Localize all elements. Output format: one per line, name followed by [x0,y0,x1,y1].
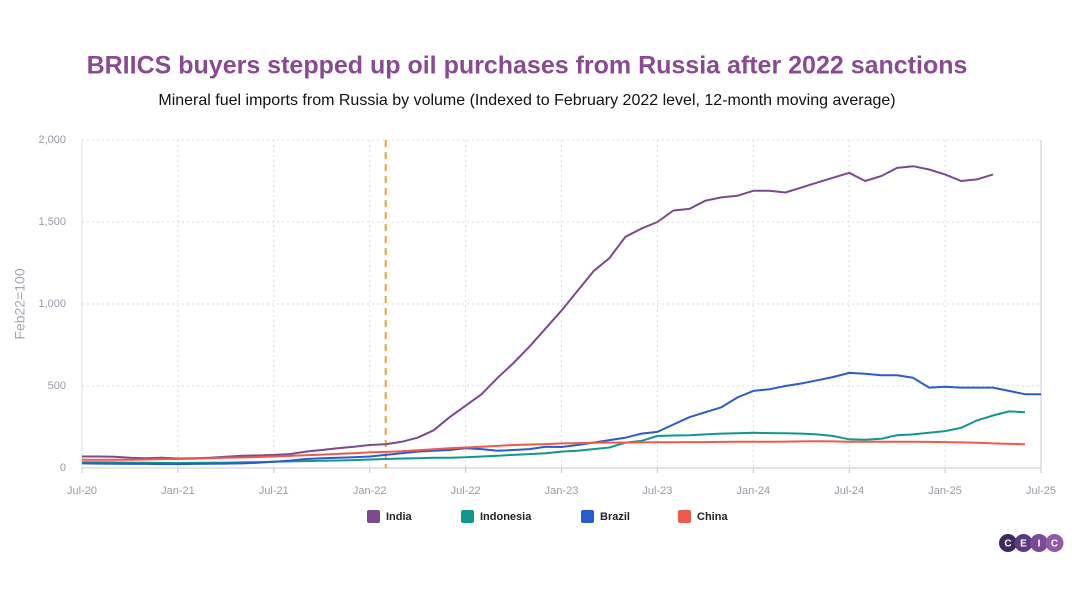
logo-letter: E [1020,539,1027,550]
series-line [82,165,994,460]
legend-item: China [678,510,728,523]
series-line [81,371,1041,466]
y-axis-label: Feb22=100 [12,268,28,339]
x-tick-label: Jul-25 [1026,485,1056,497]
y-tick-label: 1,500 [38,216,66,228]
chart-title: BRIICS buyers stepped up oil purchases f… [87,52,968,80]
legend-swatch [678,510,691,523]
x-tick-label: Jan-23 [545,485,579,497]
logo-letter: I [1038,539,1041,550]
legend-swatch [461,510,474,523]
logo-circle [999,534,1017,552]
logo-letter: C [1051,539,1058,550]
x-tick-label: Jan-25 [928,485,962,497]
legend-swatch [581,510,594,523]
x-tick-label: Jul-23 [642,485,672,497]
chart-subtitle: Mineral fuel imports from Russia by volu… [158,92,895,109]
x-tick-label: Jul-22 [451,485,481,497]
x-tick-label: Jan-21 [161,485,195,497]
series-line [82,440,1026,461]
x-tick-label: Jan-24 [736,485,770,497]
x-tick-label: Jul-20 [67,485,97,497]
y-tick-label: 2,000 [38,134,66,146]
x-tick-label: Jul-21 [259,485,289,497]
y-tick-label: 500 [48,380,66,392]
x-tick-label: Jan-22 [353,485,387,497]
legend-item: India [367,510,413,523]
legend-swatch [367,510,380,523]
y-tick-label: 1,000 [38,298,66,310]
legend-item: Brazil [581,510,630,523]
logo-letter: C [1004,539,1011,550]
logo-circle [1045,534,1064,552]
series-line [82,410,1026,465]
legend-label: Indonesia [480,511,532,523]
y-tick-label: 0 [60,462,66,474]
legend-item: Indonesia [461,510,532,523]
logo-circle [1014,534,1033,552]
legend-label: India [386,511,413,523]
legend-label: China [697,511,728,523]
logo-circle [1030,534,1048,552]
legend-label: Brazil [600,511,630,523]
x-tick-label: Jul-24 [834,485,864,497]
